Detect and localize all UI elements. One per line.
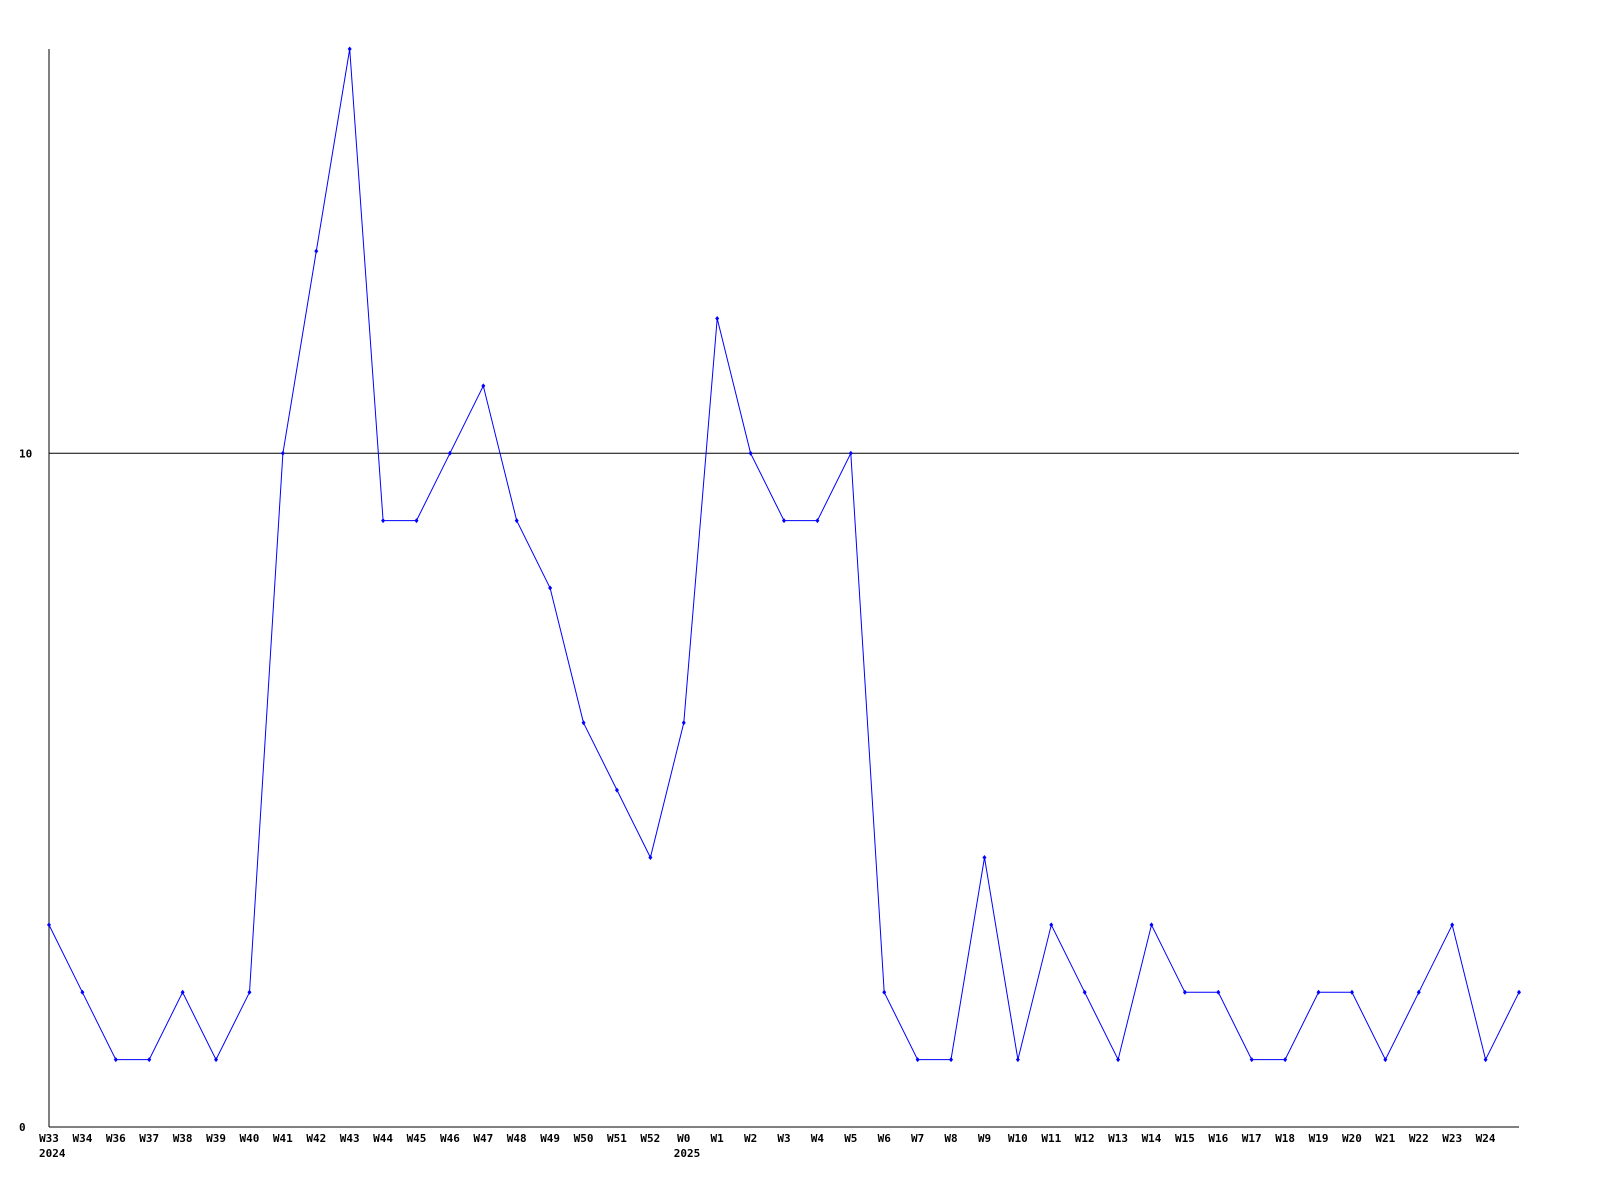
x-tick-label: W14 — [1142, 1132, 1162, 1145]
data-point — [414, 518, 419, 524]
data-point — [80, 989, 85, 995]
x-tick-label: W36 — [106, 1132, 126, 1145]
ticks: 0 10 W33 W34 W36 W37 W38 W39 W40 W41 W42 W43 W44 W45 W… — [19, 447, 1496, 1160]
data-point — [715, 316, 720, 321]
data-point — [681, 720, 686, 726]
x-tick-label: W37 — [139, 1132, 159, 1145]
x-tick-label: W51 — [607, 1132, 627, 1145]
x-tick-label: W13 — [1108, 1132, 1128, 1145]
year-label: 2024 — [39, 1147, 66, 1160]
x-tick-label: W16 — [1208, 1132, 1228, 1145]
x-tick-label: W48 — [507, 1132, 527, 1145]
data-point — [280, 450, 285, 456]
x-tick-label: W42 — [306, 1132, 326, 1145]
data-point — [1517, 989, 1521, 995]
y-tick-label: 10 — [19, 447, 32, 460]
x-tick-label: W0 — [677, 1132, 690, 1145]
x-tick-label: W40 — [240, 1132, 260, 1145]
x-tick-label: W2 — [744, 1132, 757, 1145]
data-point — [1149, 922, 1154, 928]
x-tick-label: W22 — [1409, 1132, 1429, 1145]
x-tick-label: W39 — [206, 1132, 226, 1145]
data-point — [481, 383, 486, 389]
x-tick-label: W33 — [39, 1132, 59, 1145]
data-point — [514, 518, 519, 524]
x-tick-label: W12 — [1075, 1132, 1095, 1145]
x-tick-label: W10 — [1008, 1132, 1028, 1145]
series — [47, 46, 1521, 1063]
y-tick-label: 0 — [19, 1121, 26, 1134]
data-point — [447, 450, 452, 456]
data-point — [47, 922, 51, 928]
data-point — [614, 787, 619, 793]
data-point — [848, 450, 853, 456]
data-point — [1249, 1057, 1254, 1063]
data-point — [1383, 1057, 1388, 1063]
year-label: 2025 — [674, 1147, 701, 1160]
data-point — [815, 518, 820, 524]
x-tick-label: W3 — [777, 1132, 790, 1145]
data-point — [1450, 922, 1455, 928]
data-point — [882, 989, 887, 995]
x-tick-label: W34 — [72, 1132, 92, 1145]
data-point — [247, 989, 252, 995]
data-point — [214, 1057, 219, 1063]
x-tick-label: W47 — [473, 1132, 493, 1145]
x-tick-label: W50 — [574, 1132, 594, 1145]
x-tick-label: W38 — [173, 1132, 193, 1145]
data-point — [648, 855, 653, 860]
x-tick-label: W20 — [1342, 1132, 1362, 1145]
data-point — [1015, 1057, 1020, 1063]
x-tick-label: W11 — [1041, 1132, 1061, 1145]
data-point — [982, 855, 987, 860]
x-tick-label: W45 — [407, 1132, 427, 1145]
data-point — [381, 518, 386, 524]
x-tick-label: W7 — [911, 1132, 924, 1145]
x-tick-label: W15 — [1175, 1132, 1195, 1145]
data-point — [147, 1057, 152, 1063]
x-tick-label: W23 — [1442, 1132, 1462, 1145]
data-point — [1082, 989, 1087, 995]
data-point — [314, 248, 319, 254]
data-point — [748, 450, 753, 456]
x-tick-label: W1 — [711, 1132, 725, 1145]
x-tick-label: W4 — [811, 1132, 825, 1145]
data-point — [782, 518, 786, 524]
data-point — [1216, 989, 1221, 995]
data-point — [548, 585, 553, 591]
data-point — [1049, 922, 1054, 928]
x-tick-label: W8 — [944, 1132, 957, 1145]
x-tick-label: W43 — [340, 1132, 360, 1145]
data-point — [347, 46, 352, 52]
data-point — [180, 989, 185, 995]
data-point — [915, 1057, 920, 1063]
x-tick-label: W41 — [273, 1132, 293, 1145]
x-tick-label: W6 — [878, 1132, 892, 1145]
data-point — [1483, 1057, 1488, 1063]
data-point — [113, 1057, 118, 1063]
x-tick-label: W9 — [978, 1132, 991, 1145]
data-point — [1349, 989, 1354, 995]
data-point — [1283, 1057, 1288, 1063]
x-tick-label: W19 — [1309, 1132, 1329, 1145]
data-point — [1182, 989, 1187, 995]
axes — [48, 49, 1519, 1128]
series-line — [48, 48, 1520, 1062]
data-point — [1316, 989, 1321, 995]
x-tick-label: W46 — [440, 1132, 460, 1145]
x-tick-label: W18 — [1275, 1132, 1295, 1145]
data-point — [1416, 989, 1421, 995]
data-point — [581, 720, 586, 726]
x-tick-label: W24 — [1476, 1132, 1496, 1145]
x-tick-label: W49 — [540, 1132, 560, 1145]
data-point — [949, 1057, 954, 1063]
x-tick-label: W21 — [1375, 1132, 1395, 1145]
x-tick-label: W44 — [373, 1132, 393, 1145]
x-tick-label: W52 — [640, 1132, 660, 1145]
data-point — [1116, 1057, 1121, 1063]
x-tick-label: W17 — [1242, 1132, 1262, 1145]
x-tick-label: W5 — [844, 1132, 857, 1145]
